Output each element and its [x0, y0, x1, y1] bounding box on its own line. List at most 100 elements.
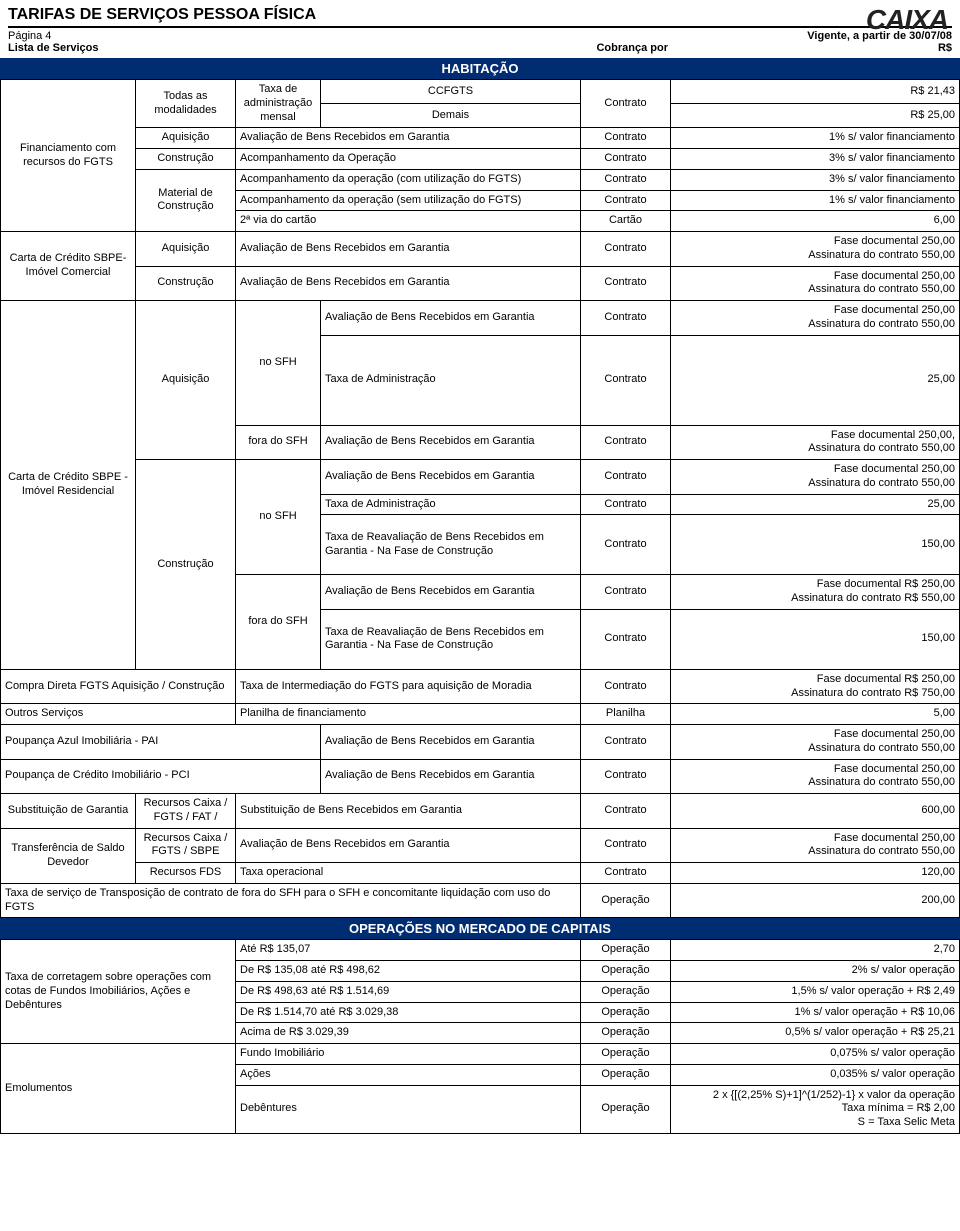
cell: 2 x {[(2,25% S)+1]^(1/252)-1} x valor da…	[671, 1085, 960, 1133]
cell: Fase documental 250,00 Assinatura do con…	[671, 828, 960, 863]
cell: Recursos Caixa / FGTS / FAT /	[136, 794, 236, 829]
cell: Contrato	[581, 609, 671, 669]
tarifas-table: Financiamento com recursos do FGTS Todas…	[0, 79, 960, 918]
cell: Carta de Crédito SBPE- Imóvel Comercial	[1, 232, 136, 301]
cell: Contrato	[581, 515, 671, 575]
cell: no SFH	[236, 460, 321, 575]
cell: fora do SFH	[236, 425, 321, 460]
cell: Até R$ 135,07	[236, 940, 581, 961]
cell: 5,00	[671, 704, 960, 725]
cell: Contrato	[581, 863, 671, 884]
cell: Operação	[581, 1002, 671, 1023]
cell: Acompanhamento da operação (com utilizaç…	[236, 169, 581, 190]
cell: Contrato	[581, 190, 671, 211]
cell: Contrato	[581, 759, 671, 794]
cell: Fase documental 250,00 Assinatura do con…	[671, 460, 960, 495]
cell: Operação	[581, 940, 671, 961]
cell: Contrato	[581, 725, 671, 760]
cell: 25,00	[671, 494, 960, 515]
cell: Aquisição	[136, 232, 236, 267]
cell: 25,00	[671, 335, 960, 425]
cell: Fase documental 250,00 Assinatura do con…	[671, 232, 960, 267]
cell: 1% s/ valor financiamento	[671, 190, 960, 211]
cell: Contrato	[581, 794, 671, 829]
cell: Contrato	[581, 128, 671, 149]
cell: Fase documental 250,00 Assinatura do con…	[671, 759, 960, 794]
cell: 3% s/ valor financiamento	[671, 169, 960, 190]
cell: Avaliação de Bens Recebidos em Garantia	[321, 575, 581, 610]
cell: Aquisição	[136, 301, 236, 460]
cell: 6,00	[671, 211, 960, 232]
cell: Outros Serviços	[1, 704, 236, 725]
cell: De R$ 135,08 até R$ 498,62	[236, 961, 581, 982]
cell: Contrato	[581, 80, 671, 128]
cell: Fase documental R$ 250,00 Assinatura do …	[671, 575, 960, 610]
cell: Avaliação de Bens Recebidos em Garantia	[321, 759, 581, 794]
cell: R$ 21,43	[671, 80, 960, 104]
cell: Construção	[136, 460, 236, 670]
cell: fora do SFH	[236, 575, 321, 670]
cell: Contrato	[581, 149, 671, 170]
cell: Fase documental R$ 250,00 Assinatura do …	[671, 669, 960, 704]
cell: Taxa de Intermediação do FGTS para aquis…	[236, 669, 581, 704]
cell: De R$ 498,63 até R$ 1.514,69	[236, 981, 581, 1002]
logo: CAIXA	[866, 4, 948, 36]
rs-label: R$	[688, 42, 952, 54]
cell: Avaliação de Bens Recebidos em Garantia	[321, 460, 581, 495]
section-mercado: OPERAÇÕES NO MERCADO DE CAPITAIS	[0, 918, 960, 939]
cell: Cartão	[581, 211, 671, 232]
cell: Construção	[136, 149, 236, 170]
cell: Material de Construção	[136, 169, 236, 231]
cell: Taxa de Administração	[321, 494, 581, 515]
cell: Planilha de financiamento	[236, 704, 581, 725]
cell: Recursos FDS	[136, 863, 236, 884]
cell: Taxa de Reavaliação de Bens Recebidos em…	[321, 515, 581, 575]
cell: Substituição de Garantia	[1, 794, 136, 829]
cell: Fase documental 250,00 Assinatura do con…	[671, 301, 960, 336]
cell: Operação	[581, 1023, 671, 1044]
cell: Contrato	[581, 494, 671, 515]
cell: Ações	[236, 1064, 581, 1085]
cell: Recursos Caixa / FGTS / SBPE	[136, 828, 236, 863]
cell: Operação	[581, 961, 671, 982]
cell: Taxa de corretagem sobre operações com c…	[1, 940, 236, 1044]
cell: Contrato	[581, 266, 671, 301]
cell: Financiamento com recursos do FGTS	[1, 80, 136, 232]
cell: 2% s/ valor operação	[671, 961, 960, 982]
cell: 3% s/ valor financiamento	[671, 149, 960, 170]
lista-label: Lista de Serviços	[8, 42, 388, 54]
cell: Operação	[581, 883, 671, 918]
cell: Avaliação de Bens Recebidos em Garantia	[236, 128, 581, 149]
cell: Fundo Imobiliário	[236, 1044, 581, 1065]
cell: Avaliação de Bens Recebidos em Garantia	[236, 232, 581, 267]
cell: no SFH	[236, 301, 321, 426]
cell: Demais	[321, 104, 581, 128]
cell: CCFGTS	[321, 80, 581, 104]
page-number: Página 4	[8, 30, 51, 42]
cell: Acompanhamento da Operação	[236, 149, 581, 170]
cell: R$ 25,00	[671, 104, 960, 128]
cell: Todas as modalidades	[136, 80, 236, 128]
cell: Contrato	[581, 301, 671, 336]
cell: Fase documental 250,00, Assinatura do co…	[671, 425, 960, 460]
cell: 1% s/ valor operação + R$ 10,06	[671, 1002, 960, 1023]
cell: Avaliação de Bens Recebidos em Garantia	[321, 425, 581, 460]
cell: Poupança Azul Imobiliária - PAI	[1, 725, 321, 760]
cell: 0,035% s/ valor operação	[671, 1064, 960, 1085]
cell: Aquisição	[136, 128, 236, 149]
cell: Transferência de Saldo Devedor	[1, 828, 136, 883]
cell: Operação	[581, 981, 671, 1002]
cell: Acima de R$ 3.029,39	[236, 1023, 581, 1044]
cell: De R$ 1.514,70 até R$ 3.029,38	[236, 1002, 581, 1023]
cell: Avaliação de Bens Recebidos em Garantia	[321, 301, 581, 336]
cell: Substituição de Bens Recebidos em Garant…	[236, 794, 581, 829]
cell: Fase documental 250,00 Assinatura do con…	[671, 725, 960, 760]
cell: Construção	[136, 266, 236, 301]
cell: Avaliação de Bens Recebidos em Garantia	[236, 266, 581, 301]
cell: Taxa de serviço de Transposição de contr…	[1, 883, 581, 918]
cell: Operação	[581, 1044, 671, 1065]
cell: Contrato	[581, 169, 671, 190]
cell: Avaliação de Bens Recebidos em Garantia	[321, 725, 581, 760]
cell: Fase documental 250,00 Assinatura do con…	[671, 266, 960, 301]
cell: Contrato	[581, 232, 671, 267]
